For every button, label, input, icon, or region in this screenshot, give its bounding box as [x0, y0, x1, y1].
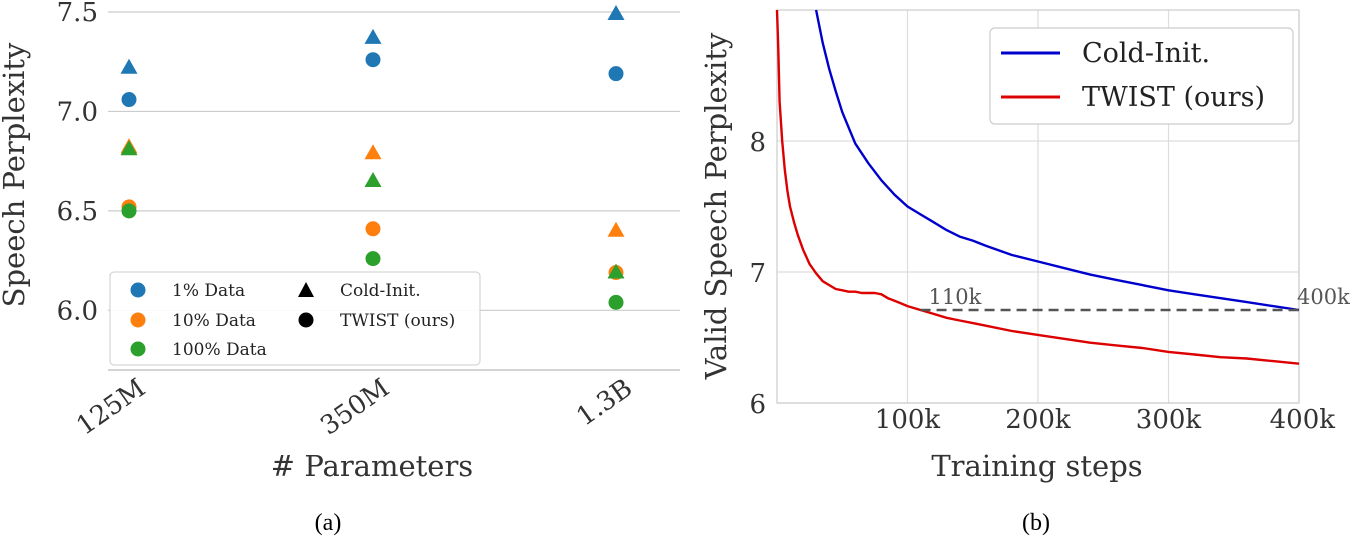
panel-b-x-axis-label: Training steps	[931, 449, 1142, 483]
panel-a-y-tick: 7.0	[57, 97, 98, 127]
point-1pct-data-cold-init-125m	[120, 58, 138, 74]
panel-b-line: 6 7 8 100k 200k 300k 400k 110k 400k Valid Spee…	[699, 9, 1350, 536]
panel-a-caption: (a)	[315, 510, 342, 536]
panel-b-x-tick-labels: 100k 200k 300k 400k	[875, 405, 1335, 435]
series-line-cold-init	[814, 9, 1300, 312]
legend-1pct-label: 1% Data	[172, 281, 245, 301]
point-10pct-data-cold-init-350m	[364, 144, 382, 160]
point-1pct-data-twist-ours-125m	[121, 92, 137, 108]
legend-100pct-marker	[130, 341, 146, 357]
point-10pct-data-twist-ours-350m	[365, 221, 381, 237]
legend-10pct-label: 10% Data	[172, 311, 256, 331]
legend-cold-init-label: Cold-Init.	[340, 281, 421, 301]
panel-b-y-tick: 7	[749, 259, 766, 289]
point-100pct-data-twist-ours-350m	[365, 251, 381, 267]
panel-b-frame	[776, 9, 1300, 404]
point-1pct-data-twist-ours-1-3b	[608, 66, 624, 82]
panel-a-y-tick-labels: 6.0 6.5 7.0 7.5	[57, 0, 98, 326]
point-1pct-data-cold-init-350m	[364, 28, 382, 44]
panel-a-y-tick: 6.5	[57, 197, 98, 227]
legend-100pct-label: 100% Data	[172, 340, 267, 360]
point-10pct-data-cold-init-1-3b	[607, 221, 625, 237]
legend-twist-label: TWIST (ours)	[340, 311, 455, 331]
legend-twist-marker	[298, 312, 314, 328]
point-1pct-data-twist-ours-350m	[365, 52, 381, 68]
legend-cold-init-marker	[298, 282, 314, 297]
panel-a-legend: 1% Data 10% Data 100% Data Cold-Init. TW…	[109, 271, 481, 366]
panel-b-reference: 110k 400k	[920, 285, 1350, 312]
panel-a-legend-box	[109, 271, 481, 366]
panel-b-series	[775, 9, 1300, 365]
panel-a-y-tick: 6.0	[57, 296, 98, 326]
panel-b-y-tick-labels: 6 7 8	[749, 128, 766, 420]
series-line-twist-ours	[775, 9, 1300, 365]
panel-a-y-axis-label: Speech Perplexity	[0, 42, 31, 307]
point-1pct-data-cold-init-1-3b	[607, 4, 625, 20]
panel-a-x-tick: 1.3B	[571, 373, 638, 432]
legend-10pct-marker	[130, 312, 146, 328]
legend-1pct-marker	[130, 282, 146, 298]
legend-twist-series-label: TWIST (ours)	[1082, 82, 1265, 113]
panel-a-x-axis-label: # Parameters	[271, 449, 473, 483]
legend-cold-init-series-label: Cold-Init.	[1082, 38, 1210, 69]
panel-b-x-tick: 400k	[1270, 405, 1336, 435]
panel-a-points	[120, 4, 625, 310]
panel-b-x-tick: 200k	[1005, 405, 1071, 435]
point-100pct-data-cold-init-125m	[120, 140, 138, 156]
panel-b-x-tick: 300k	[1136, 405, 1202, 435]
panel-b-legend: Cold-Init. TWIST (ours)	[989, 27, 1294, 125]
panel-b-x-tick: 100k	[875, 405, 941, 435]
point-100pct-data-twist-ours-1-3b	[608, 294, 624, 310]
panel-a-x-tick-labels: 125M 350M 1.3B	[71, 373, 638, 441]
annotation-400k: 400k	[1297, 285, 1350, 309]
panel-a-y-tick: 7.5	[57, 0, 98, 28]
point-100pct-data-twist-ours-125m	[121, 203, 137, 219]
panel-b-y-tick: 6	[749, 390, 766, 420]
panel-b-caption: (b)	[1022, 510, 1050, 536]
panel-b-y-tick: 8	[749, 128, 766, 158]
panel-a-x-tick: 350M	[315, 373, 395, 441]
panel-b-legend-box	[989, 27, 1294, 125]
panel-a-scatter: 6.0 6.5 7.0 7.5 125M 350M 1.3B Speech Perplex…	[0, 0, 680, 536]
panel-a-x-tick: 125M	[71, 373, 151, 441]
panel-a-gridlines	[108, 11, 680, 311]
panel-b-y-axis-label: Valid Speech Perplexity	[699, 32, 733, 380]
point-100pct-data-cold-init-1-3b	[607, 263, 625, 279]
annotation-110k: 110k	[929, 285, 982, 309]
point-100pct-data-cold-init-350m	[364, 172, 382, 188]
